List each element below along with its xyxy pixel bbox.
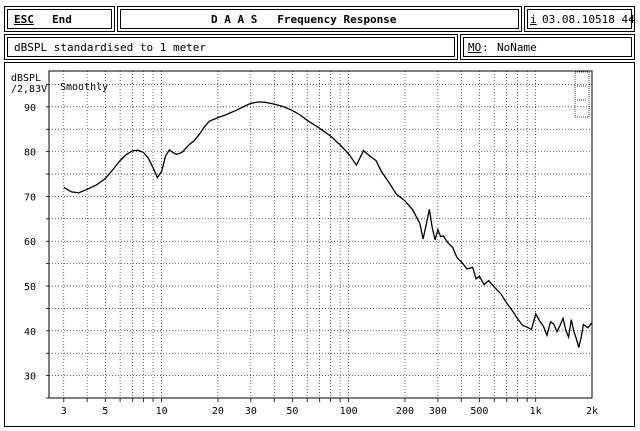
x-tick-label: 30 [245,406,257,417]
chart-grid [49,71,592,399]
x-tick-label: 100 [340,406,358,417]
y-tick-label: 60 [24,237,36,248]
y-tick-label: 80 [24,148,36,159]
mo-separator: : [482,41,489,54]
app-title: D A A S Frequency Response [211,13,397,26]
esc-key-label: ESC [14,13,34,26]
x-tick-label: 1k [530,406,542,417]
y-tick-label: 70 [24,192,36,203]
scroll-indicator-box [574,71,590,118]
plot-frame [48,70,593,399]
frequency-response-curve [63,101,593,348]
mo-panel[interactable]: MO : NoName [460,34,635,60]
y-tick-label: 90 [24,103,36,114]
y-unit-voltage-label: /2,83V [11,84,47,95]
title-panel: D A A S Frequency Response [117,6,522,32]
standardisation-note: dBSPL standardised to 1 meter [14,41,207,54]
info-key-label: i [530,13,537,26]
y-tick-label: 50 [24,282,36,293]
x-tick-label: 200 [396,406,414,417]
x-tick-label: 20 [212,406,224,417]
x-tick-label: 3 [61,406,67,417]
standardisation-note-panel: dBSPL standardised to 1 meter [4,34,458,60]
y-tick-label: 40 [24,327,36,338]
timestamp: 03.08.10518 44 [542,13,635,26]
end-label: End [52,13,72,26]
mo-key-label: MO [468,41,482,54]
x-tick-label: 500 [470,406,488,417]
smoothing-label: Smoothly [60,82,108,93]
info-panel[interactable]: i 03.08.10518 44 [524,6,635,32]
x-tick-label: 5 [102,406,108,417]
x-tick-label: 2k [586,406,598,417]
y-unit-label: dBSPL [11,73,41,84]
scroll-indicator[interactable] [574,71,590,118]
x-tick-label: 50 [286,406,298,417]
x-tick-label: 10 [156,406,168,417]
x-tick-label: 300 [429,406,447,417]
axis-ticks: 3 5 10 20 30 50 100 200 300 500 1k 2k 30 40 50 60 70 80 90 [24,84,598,417]
mo-name: NoName [497,41,537,54]
y-tick-label: 30 [24,372,36,383]
escape-key-panel[interactable]: ESC End [4,6,115,32]
